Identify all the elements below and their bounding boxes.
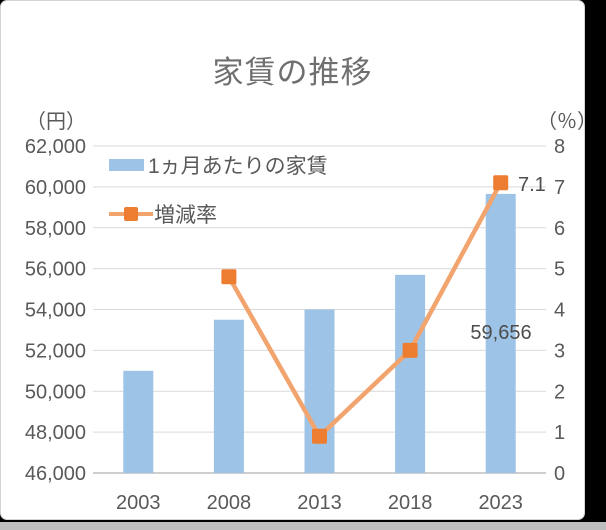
left-axis-tick: 60,000 bbox=[25, 177, 86, 199]
left-axis-tick: 56,000 bbox=[25, 259, 86, 281]
bar-2003 bbox=[123, 370, 154, 473]
right-axis-tick: 1 bbox=[554, 422, 565, 444]
right-axis-unit-label: （％） bbox=[537, 111, 597, 133]
legend-label-rate: 増減率 bbox=[154, 204, 217, 227]
left-axis-tick: 62,000 bbox=[25, 136, 86, 158]
chart-plot: 62,000 8 60,000 7 58,000 6 56,000 5 54,000 4 52,00… bbox=[25, 136, 565, 514]
right-axis-tick: 0 bbox=[554, 463, 565, 485]
x-axis-label: 2008 bbox=[207, 492, 252, 514]
rate-marker-2018 bbox=[402, 342, 418, 358]
data-label: 7.1 bbox=[518, 174, 546, 196]
right-axis-tick: 6 bbox=[554, 218, 565, 240]
right-axis-tick: 3 bbox=[554, 340, 565, 362]
right-axis-tick: 8 bbox=[554, 136, 565, 158]
left-axis-tick: 52,000 bbox=[25, 340, 86, 362]
right-axis-tick: 7 bbox=[554, 177, 565, 199]
bar-2023 bbox=[485, 193, 516, 473]
bottom-strip bbox=[0, 522, 606, 530]
x-axis-label: 2023 bbox=[478, 492, 523, 514]
x-axis-label: 2018 bbox=[388, 492, 433, 514]
right-axis-tick: 2 bbox=[554, 381, 565, 403]
chart-card: 家賃の推移 （円） （％） 62,000 8 60,000 7 58,000 6 56,00… bbox=[0, 0, 597, 520]
rate-marker-2008 bbox=[221, 269, 237, 285]
chart-title: 家賃の推移 bbox=[212, 55, 373, 90]
left-axis-tick: 54,000 bbox=[25, 300, 86, 322]
x-axis-label: 2003 bbox=[116, 492, 161, 514]
left-axis-unit-label: （円） bbox=[26, 111, 86, 133]
rate-marker-2023 bbox=[493, 175, 509, 191]
legend-swatch-rent-bar bbox=[109, 159, 144, 171]
legend-item-rate: 増減率 bbox=[109, 202, 217, 227]
left-axis-tick: 50,000 bbox=[25, 381, 86, 403]
legend-marker-rate bbox=[124, 207, 138, 221]
left-axis-tick: 46,000 bbox=[25, 463, 86, 485]
rate-line bbox=[226, 181, 503, 439]
rate-marker-2013 bbox=[312, 428, 327, 444]
legend-line-rate bbox=[109, 207, 153, 221]
right-axis-tick: 4 bbox=[554, 300, 565, 322]
right-axis-tick: 5 bbox=[554, 259, 565, 281]
x-axis-label: 2013 bbox=[297, 492, 342, 514]
legend-item-rent: 1ヵ月あたりの家賃 bbox=[109, 153, 328, 178]
bar-2018 bbox=[395, 274, 426, 473]
data-label: 59,656 bbox=[470, 322, 531, 344]
left-axis-tick: 48,000 bbox=[25, 422, 86, 444]
bar-2013 bbox=[304, 309, 335, 473]
left-axis-tick: 58,000 bbox=[25, 218, 86, 240]
legend-label-rent: 1ヵ月あたりの家賃 bbox=[148, 155, 328, 178]
bar-2008 bbox=[213, 319, 244, 473]
